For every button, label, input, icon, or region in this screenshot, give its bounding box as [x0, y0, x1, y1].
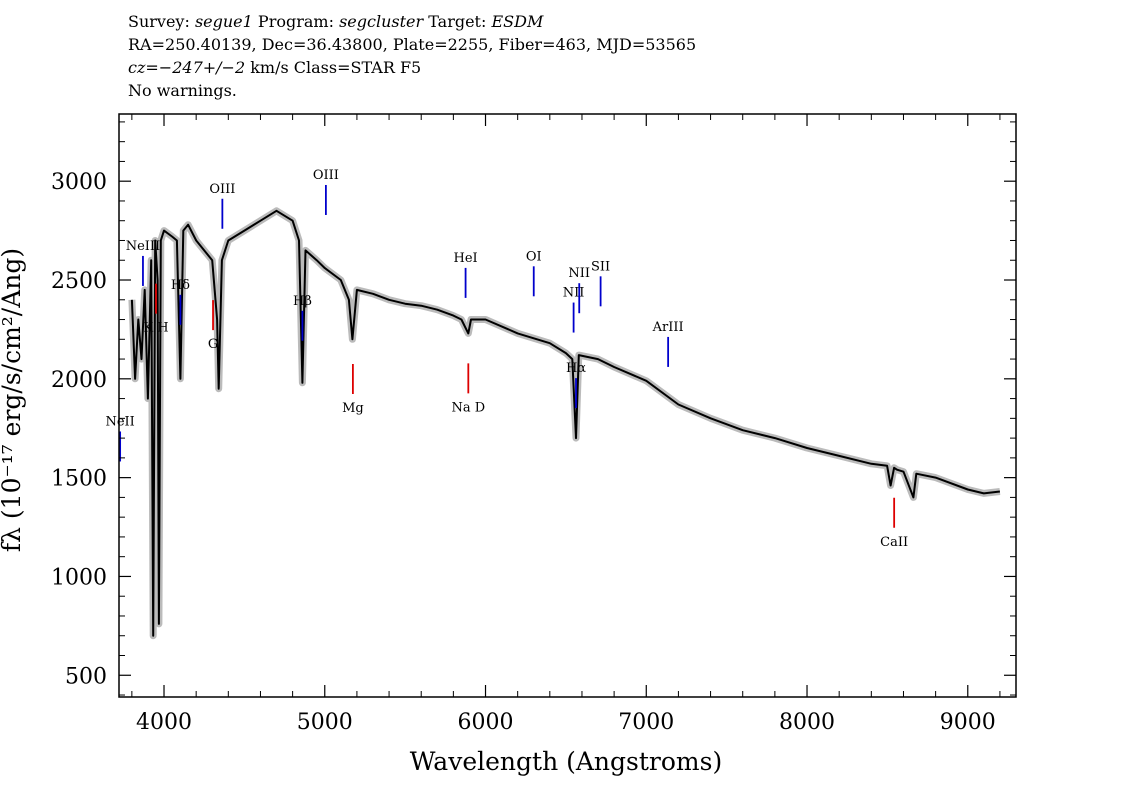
error-band: [128, 207, 1001, 640]
x-tick-label: 4000: [136, 710, 192, 735]
y-axis-label: fλ (10⁻¹⁷ erg/s/cm²/Ang): [0, 248, 26, 552]
emission-line-label: NeIII: [126, 239, 160, 254]
header-line-coords: RA=250.40139, Dec=36.43800, Plate=2255, …: [128, 35, 697, 54]
absorption-line-label: CaII: [880, 535, 908, 550]
flux-series: [130, 209, 1001, 637]
program-value: segcluster: [339, 12, 424, 31]
emission-line-label: Hα: [566, 361, 586, 376]
emission-line-label: HeI: [453, 251, 477, 266]
cz-value: cz=−247+/−2: [128, 58, 246, 77]
absorption-line-label: Mg: [342, 401, 364, 416]
survey-label: Survey:: [128, 12, 190, 31]
absorption-line-label: Na D: [451, 400, 485, 415]
absorption-line-label: G: [208, 337, 218, 352]
x-tick-label: 8000: [779, 710, 835, 735]
x-tick-label: 6000: [458, 710, 514, 735]
emission-line-label: OIII: [313, 168, 339, 183]
flux-line: [130, 209, 1001, 637]
y-tick-label: 1500: [51, 467, 107, 492]
emission-line-label: Hδ: [171, 278, 190, 293]
x-axis-label: Wavelength (Angstroms): [410, 747, 722, 776]
emission-line-label: NII: [568, 266, 590, 281]
target-value: ESDM: [491, 12, 544, 31]
y-tick-label: 1000: [51, 565, 107, 590]
emission-line-label: OIII: [209, 182, 235, 197]
y-tick-label: 3000: [51, 170, 107, 195]
header-line-survey: Survey: segue1 Program: segcluster Targe…: [128, 10, 696, 33]
y-tick-label: 2000: [51, 368, 107, 393]
target-label: Target:: [428, 12, 487, 31]
x-tick-label: 7000: [618, 710, 674, 735]
cz-units-class: km/s Class=STAR F5: [250, 58, 422, 77]
emission-line-label: NII: [563, 286, 585, 301]
y-tick-label: 2500: [51, 269, 107, 294]
header-line-warnings: No warnings.: [128, 81, 237, 100]
error-band-line: [128, 207, 1001, 640]
x-tick-label: 5000: [297, 710, 353, 735]
spectrum-header: Survey: segue1 Program: segcluster Targe…: [128, 10, 696, 102]
emission-line-label: OI: [526, 249, 542, 264]
header-line-redshift: cz=−247+/−2 km/s Class=STAR F5: [128, 56, 696, 79]
emission-line-label: Hβ: [293, 294, 312, 309]
axis-ticks: 4000 5000 6000 7000 8000 9000 500 1000 1500 2000 2…: [51, 114, 1016, 735]
x-tick-label: 9000: [940, 710, 996, 735]
y-tick-label: 500: [65, 664, 107, 689]
program-label: Program:: [257, 12, 334, 31]
emission-line-label: NeII: [105, 414, 134, 429]
emission-line-label: ArIII: [652, 320, 684, 335]
plot-frame: [118, 113, 1017, 698]
emission-line-label: SII: [591, 259, 610, 274]
absorption-line-label: K H: [143, 321, 168, 336]
survey-value: segue1: [194, 12, 253, 31]
